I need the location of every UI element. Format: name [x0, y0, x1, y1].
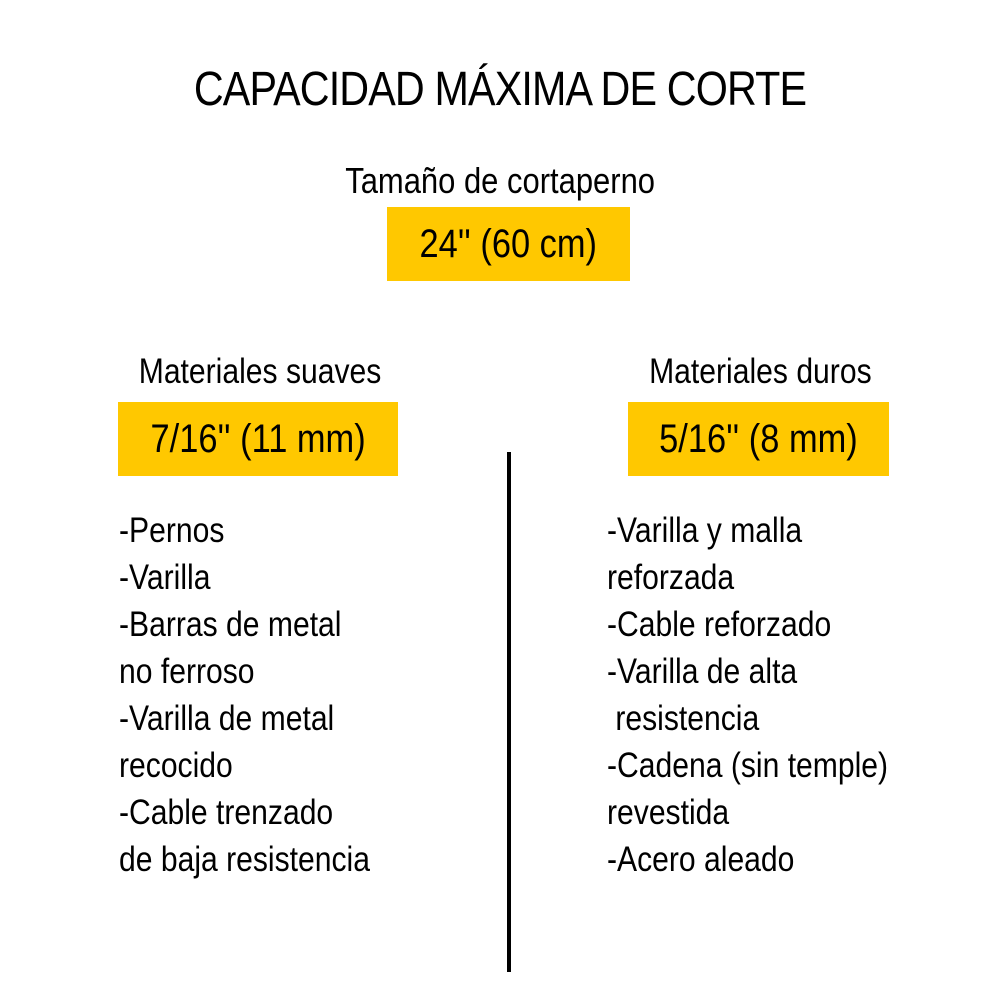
- soft-materials-heading: Materiales suaves: [138, 352, 382, 391]
- hard-capacity-badge: 5/16'' (8 mm): [628, 402, 889, 476]
- list-item: revestida: [607, 793, 730, 832]
- page-title: CAPACIDAD MÁXIMA DE CORTE: [193, 63, 807, 116]
- list-item: reforzada: [607, 558, 735, 597]
- list-item: -Barras de metal: [119, 605, 342, 644]
- hard-materials-list: -Varilla y malla reforzada -Cable reforz…: [607, 507, 934, 883]
- list-item: resistencia: [607, 699, 760, 738]
- list-item: -Varilla y malla: [607, 511, 803, 550]
- list-item: -Cable reforzado: [607, 605, 832, 644]
- size-value-badge: 24'' (60 cm): [387, 207, 630, 281]
- size-label: Tamaño de cortaperno: [345, 160, 655, 201]
- list-item: -Pernos: [119, 511, 225, 550]
- list-item: -Cable trenzado: [119, 793, 334, 832]
- list-item: recocido: [119, 746, 233, 785]
- list-item: -Acero aleado: [607, 840, 795, 879]
- list-item: -Cadena (sin temple): [607, 746, 889, 785]
- column-divider: [507, 452, 511, 972]
- list-item: de baja resistencia: [119, 840, 370, 879]
- list-item: -Varilla: [119, 558, 211, 597]
- soft-materials-list: -Pernos -Varilla -Barras de metal no fer…: [119, 507, 411, 883]
- list-item: -Varilla de metal: [119, 699, 335, 738]
- soft-capacity-badge: 7/16'' (11 mm): [118, 402, 398, 476]
- hard-materials-heading: Materiales duros: [648, 352, 872, 391]
- list-item: no ferroso: [119, 652, 255, 691]
- list-item: -Varilla de alta: [607, 652, 798, 691]
